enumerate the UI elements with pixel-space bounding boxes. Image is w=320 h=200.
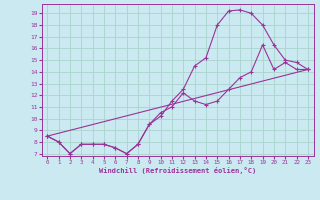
X-axis label: Windchill (Refroidissement éolien,°C): Windchill (Refroidissement éolien,°C) [99,167,256,174]
